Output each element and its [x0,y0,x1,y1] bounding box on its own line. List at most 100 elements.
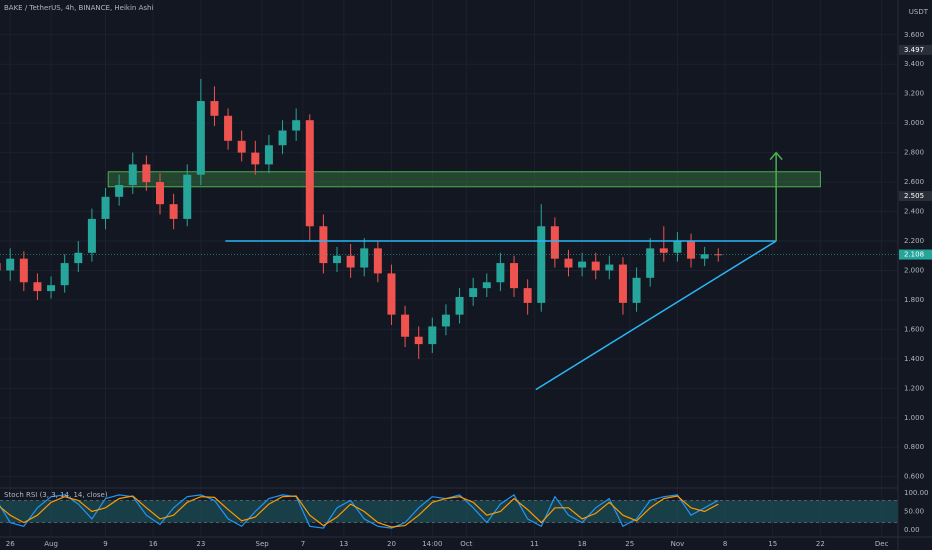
price-label: 2.108 [904,251,924,259]
candle-body [346,255,355,268]
candle-body [578,261,587,268]
candle-body [196,101,205,175]
candle-body [237,140,246,153]
candle-body [441,314,450,327]
target-arrow-head [769,151,783,161]
candle-body [60,263,69,286]
candle-body [414,336,423,345]
candle-body [0,263,1,271]
x-tick-label: 25 [625,540,634,548]
candle-body [401,314,410,337]
candle-body [292,120,301,131]
unit-label: USDT [909,8,929,16]
candle-body [605,264,614,271]
osc-tick-label: 100.00 [904,489,929,497]
candle-body [224,115,233,141]
price-label: 3.497 [904,46,924,54]
y-tick-label: 0.600 [904,473,924,481]
candle-body [87,218,96,253]
candle-body [455,296,464,315]
candle-body [33,282,42,292]
candle-body [6,258,15,271]
price-label-box [899,44,932,55]
y-tick-label: 1.600 [904,325,924,333]
y-tick-label: 1.000 [904,414,924,422]
y-tick-label: 3.400 [904,60,924,68]
x-tick-label: 18 [578,540,587,548]
candle-body [537,226,546,303]
y-tick-label: 3.600 [904,31,924,39]
y-tick-label: 2.600 [904,178,924,186]
grid [0,0,898,537]
y-tick-label: 3.200 [904,90,924,98]
candle-body [128,164,137,186]
y-tick-label: 1.200 [904,384,924,392]
candle-body [264,145,273,165]
osc-band [0,500,898,523]
osc-line [0,494,719,529]
candle-body [496,263,505,283]
candle-body [210,101,219,116]
candle-body [700,254,709,259]
candle-body [115,185,124,197]
osc-tick-label: 0.00 [904,526,920,534]
y-tick-label: 0.800 [904,443,924,451]
x-tick-label: 23 [196,540,205,548]
x-tick-label: 15 [768,540,777,548]
y-tick-label: 2.200 [904,237,924,245]
candle-body [101,196,110,219]
x-tick-label: Aug [44,540,58,548]
osc-tick-label: 50.00 [904,508,924,516]
candle-body [360,248,369,268]
candle-body [632,277,641,303]
x-tick-label: 9 [103,540,107,548]
oscillator-title: Stoch RSI (3, 3, 14, 14, close) [4,491,108,499]
chart-title: BAKE / TetherUS, 4h, BINANCE, Heikin Ash… [4,4,153,12]
price-label: 2.505 [904,192,924,200]
x-tick-label: 20 [387,540,396,548]
candle-body [510,263,519,289]
y-tick-label: 2.000 [904,266,924,274]
x-tick-label: 7 [301,540,305,548]
price-label-box [899,249,932,260]
candle-body [74,252,83,264]
x-tick-label: 13 [339,540,348,548]
candle-body [183,174,192,219]
x-tick-label: 16 [149,540,158,548]
candle-body [687,240,696,259]
trend-line [535,240,777,391]
plot [0,78,898,529]
x-tick-label: Sep [256,540,270,548]
y-tick-label: 3.000 [904,119,924,127]
candle-body [251,152,260,165]
candle-body [387,273,396,315]
candle-body [469,288,478,297]
candle-body [618,264,627,303]
y-tick-label: 1.400 [904,355,924,363]
x-tick-label: 26 [6,540,15,548]
candle-body [169,204,178,219]
price-label-box [899,191,932,202]
osc-line [0,495,719,528]
candle-body [550,226,559,259]
x-tick-label: Oct [460,540,472,548]
candle-body [564,258,573,268]
candle-body [155,182,164,205]
price-axis [898,0,932,550]
candle-body [523,288,532,303]
candle-body [278,130,287,146]
candle-body [319,226,328,264]
candle-body [19,258,28,283]
x-tick-label: Nov [671,540,685,548]
x-tick-label: 11 [530,540,539,548]
y-tick-label: 2.400 [904,208,924,216]
candle-body [373,248,382,274]
candle-body [646,248,655,278]
x-tick-label: 14:00 [422,540,442,548]
x-tick-label: 22 [816,540,825,548]
x-tick-label: Dec [875,540,889,548]
y-tick-label: 2.800 [904,149,924,157]
axes: 0.600 0.800 1.000 1.200 1.400 1.600 1.800 2.000… [6,31,932,548]
candle-body [142,164,151,183]
